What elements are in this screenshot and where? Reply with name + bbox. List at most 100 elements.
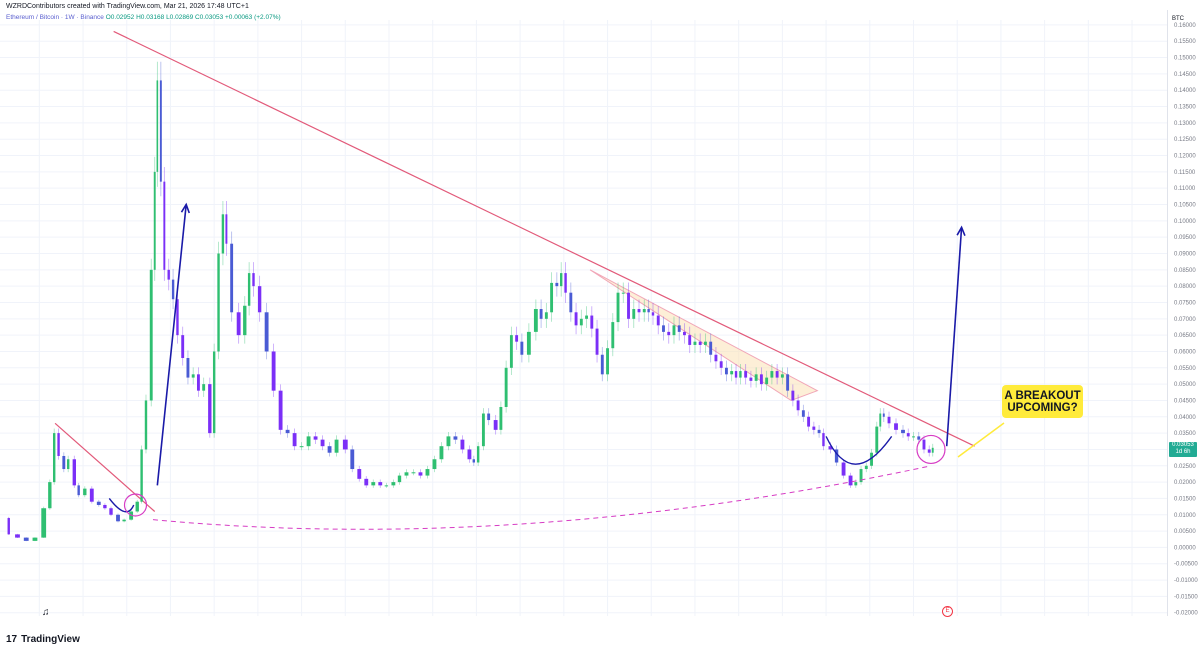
dashed-cycle-arc[interactable] [152,465,932,530]
candle[interactable] [812,426,816,430]
candle[interactable] [432,459,437,470]
price-chart[interactable]: 0.16000 0.15500 0.15000 0.14500 0.14000 0.135… [0,10,1200,630]
candle[interactable] [191,374,195,378]
candle[interactable] [786,374,790,391]
candle[interactable] [693,341,697,345]
candle[interactable] [499,406,503,430]
candle[interactable] [931,447,934,453]
candle[interactable] [327,446,332,453]
candle[interactable] [208,384,212,434]
candle[interactable] [23,537,29,541]
candle[interactable] [927,449,931,453]
candle[interactable] [371,482,376,486]
candle[interactable] [667,331,671,336]
candle[interactable] [230,243,234,313]
candle[interactable] [57,433,60,456]
candle[interactable] [7,518,10,535]
candle[interactable] [709,341,713,355]
candle[interactable] [116,514,120,522]
candle[interactable] [221,214,225,254]
candle[interactable] [734,371,738,378]
candle[interactable] [906,433,910,437]
candle[interactable] [292,433,297,447]
candle[interactable] [163,181,166,270]
candle[interactable] [637,309,641,313]
candle[interactable] [41,508,47,538]
candle[interactable] [83,488,87,496]
candle[interactable] [196,374,200,391]
candle[interactable] [739,371,742,378]
candle[interactable] [780,374,784,378]
candle[interactable] [651,312,655,316]
candle[interactable] [859,469,863,483]
candle[interactable] [236,312,241,336]
candle[interactable] [759,374,763,385]
candle[interactable] [574,312,578,326]
candle[interactable] [384,485,389,487]
up-arrow-2017[interactable] [156,204,187,486]
candle[interactable] [122,519,126,522]
candle[interactable] [391,482,396,486]
candle[interactable] [202,384,206,391]
candle[interactable] [683,331,686,336]
candle[interactable] [140,449,143,502]
candle[interactable] [439,446,444,460]
candle[interactable] [481,413,485,447]
candle[interactable] [841,462,846,476]
candle[interactable] [730,371,734,375]
candle[interactable] [912,436,915,438]
candle[interactable] [744,371,748,378]
candle[interactable] [493,420,498,430]
candle[interactable] [714,354,718,362]
candle[interactable] [509,335,513,368]
candle[interactable] [791,390,795,401]
candle[interactable] [879,413,882,427]
candle[interactable] [807,416,811,427]
candle[interactable] [225,214,228,244]
candle[interactable] [156,80,159,172]
candle[interactable] [688,335,692,345]
candle[interactable] [595,328,599,355]
candle[interactable] [144,400,148,450]
candle[interactable] [378,482,383,486]
candle[interactable] [719,361,723,368]
candle[interactable] [411,472,416,474]
candle[interactable] [285,429,290,434]
candle[interactable] [135,501,139,512]
candle[interactable] [677,325,681,332]
candle[interactable] [306,436,311,447]
symbol-legend[interactable]: Ethereum / Bitcoin · 1W · Binance O0.029… [6,14,281,21]
candle[interactable] [749,377,753,381]
candle[interactable] [476,446,480,463]
candle[interactable] [243,305,247,336]
candle[interactable] [52,433,56,483]
resistance-zone[interactable] [589,269,819,402]
tradingview-logo[interactable]: 17 TradingView [6,634,80,645]
candle[interactable] [579,318,583,326]
candle[interactable] [159,80,162,182]
replay-icon[interactable]: ♫ [42,607,50,618]
candle[interactable] [257,286,262,313]
candle[interactable] [446,436,451,447]
candle[interactable] [15,534,20,538]
candle[interactable] [901,429,905,434]
candle[interactable] [801,410,805,417]
right-breakout-circle[interactable] [916,434,946,465]
candle[interactable] [504,367,508,407]
candle[interactable] [590,315,594,329]
candle[interactable] [264,312,269,352]
candle[interactable] [460,439,465,450]
candle[interactable] [515,335,519,342]
left-breakout-circle[interactable] [123,493,148,517]
candle[interactable] [585,315,589,319]
candle[interactable] [181,335,185,359]
candle[interactable] [555,282,559,287]
main-trendline[interactable] [113,30,975,447]
candle[interactable] [775,371,779,378]
candle[interactable] [397,475,402,483]
candle[interactable] [217,253,220,352]
candle[interactable] [647,309,650,313]
symbol-name[interactable]: Ethereum / Bitcoin · 1W · Binance [6,14,104,21]
small-trendline[interactable] [54,422,156,512]
candle[interactable] [917,436,921,440]
